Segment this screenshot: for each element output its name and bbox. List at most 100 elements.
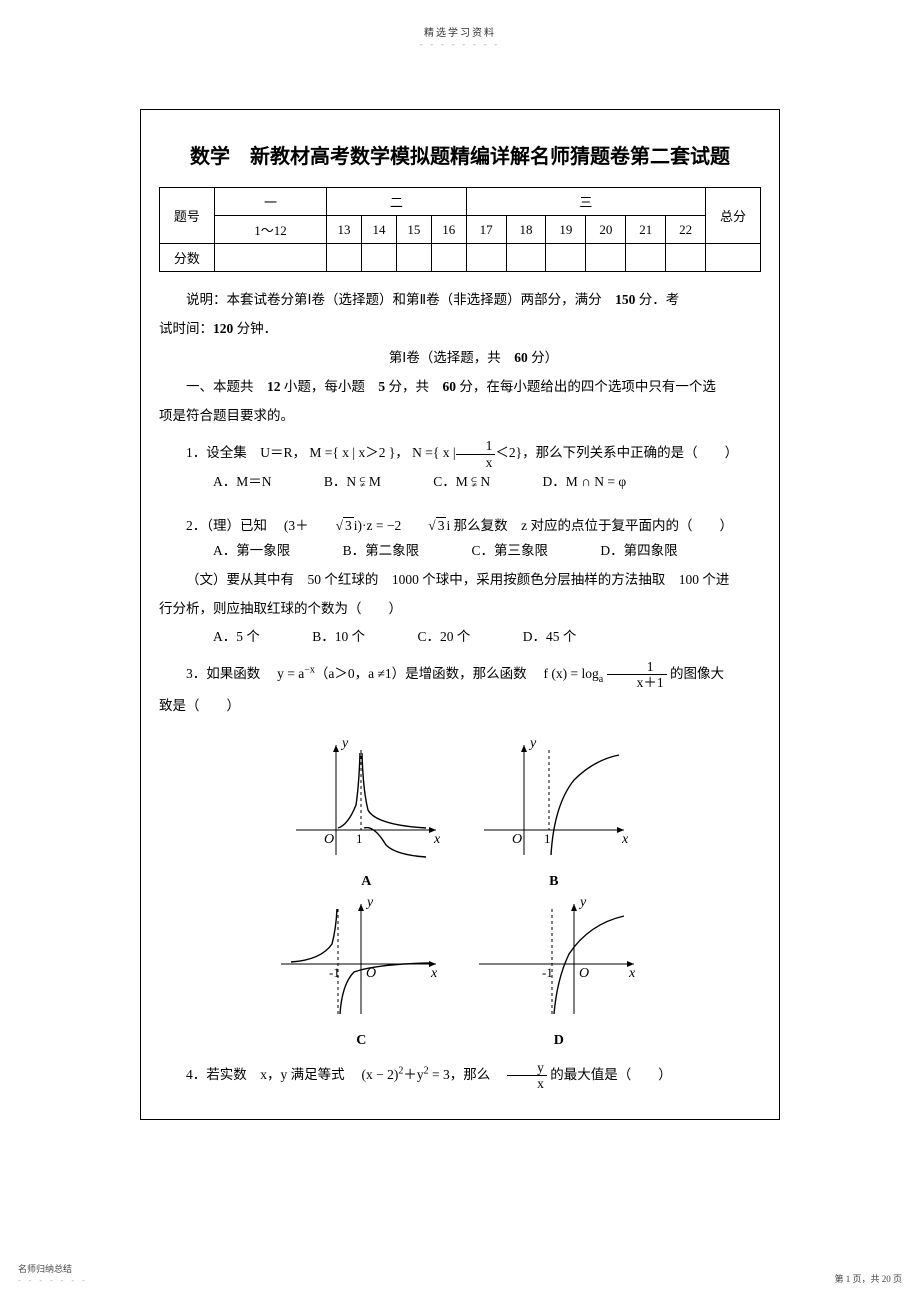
q3-graphs-row2: O x y -1 O x y -1 bbox=[159, 890, 761, 1033]
q3-graphs: O x y 1 O x y 1 A B bbox=[159, 731, 761, 1049]
q3-stem-2: 致是（ ） bbox=[159, 692, 761, 719]
sec1e: 分，共 bbox=[389, 379, 430, 394]
q2-s2: 那么复数 z 对应的点位于复平面内的（ ） bbox=[450, 518, 733, 533]
col-21: 21 bbox=[626, 216, 666, 244]
col-19: 19 bbox=[546, 216, 586, 244]
q3-s3: 的图像大 bbox=[670, 666, 724, 681]
q1-N2: ＜2} bbox=[495, 445, 522, 460]
graph-C: O x y -1 bbox=[276, 894, 446, 1024]
q4-num: 4． bbox=[186, 1067, 206, 1082]
q2-wen-line2: 行分析，则应抽取红球的个数为（ ） bbox=[159, 595, 761, 622]
sec1a: 一、本题共 bbox=[186, 379, 254, 394]
label-D: D bbox=[474, 1033, 644, 1049]
sec1c: 小题，每小题 bbox=[284, 379, 365, 394]
blank bbox=[396, 244, 431, 272]
svg-text:x: x bbox=[628, 966, 636, 981]
intro-1c: 分．考 bbox=[639, 292, 680, 307]
sec1b: 12 bbox=[267, 379, 281, 394]
graph-B: O x y 1 bbox=[474, 735, 634, 865]
sec1d: 5 bbox=[378, 379, 385, 394]
svg-text:y: y bbox=[340, 736, 349, 751]
footer-dots: - - - - - - - bbox=[18, 1276, 88, 1285]
blank bbox=[546, 244, 586, 272]
svg-text:O: O bbox=[324, 832, 334, 847]
col-20: 20 bbox=[586, 216, 626, 244]
intro-2c: 分钟． bbox=[237, 321, 278, 336]
q1-optD: D．M ∩ N = φ bbox=[516, 469, 627, 495]
svg-text:y: y bbox=[528, 736, 537, 751]
q1-optC: C．M ⫋ N bbox=[406, 469, 490, 495]
q4-eq: = 3 bbox=[429, 1067, 450, 1082]
q2-tag: （理）已知 bbox=[206, 518, 280, 533]
q2-wen-options: A．5 个 B．10 个 C．20 个 D．45 个 bbox=[159, 624, 761, 650]
col-16: 16 bbox=[431, 216, 466, 244]
q2-li-options: A．第一象限 B．第二象限 C．第三象限 D．第四象限 bbox=[159, 538, 761, 564]
q1-s3: ，那么下列关系中正确的是（ ） bbox=[522, 445, 738, 460]
q4-stem: 4．若实数 x，y 满足等式 (x − 2)2＋y2 = 3，那么 yx 的最大… bbox=[159, 1061, 761, 1091]
q2i-optD: D．第四象限 bbox=[573, 538, 677, 564]
graph-D: O x y -1 bbox=[474, 894, 644, 1024]
sec1f: 60 bbox=[443, 379, 457, 394]
col-17: 17 bbox=[466, 216, 506, 244]
q3-frac-den: x＋1 bbox=[607, 675, 667, 690]
footer-left-text: 名师归纳总结 bbox=[18, 1264, 72, 1274]
header-watermark: 精选学习资料 bbox=[0, 24, 920, 39]
q2-num: 2． bbox=[186, 518, 206, 533]
q3-y: y = a bbox=[277, 666, 304, 681]
label-B: B bbox=[474, 874, 634, 890]
q4-frac-den: x bbox=[507, 1076, 547, 1091]
q2w-optD: D．45 个 bbox=[496, 624, 577, 650]
intro-1b: 150 bbox=[615, 292, 635, 307]
q2i-optA: A．第一象限 bbox=[186, 538, 290, 564]
q3-s1: 如果函数 bbox=[206, 666, 274, 681]
blank bbox=[327, 244, 362, 272]
q3-f1: f (x) = log bbox=[544, 666, 599, 681]
intro-line-2: 试时间：120 分钟． bbox=[159, 315, 761, 342]
svg-text:1: 1 bbox=[356, 831, 363, 846]
graph-A: O x y 1 bbox=[286, 735, 446, 865]
intro-1a: 说明：本套试卷分第Ⅰ卷（选择题）和第Ⅱ卷（非选择题）两部分，满分 bbox=[186, 292, 602, 307]
q3-logsub: a bbox=[599, 673, 603, 684]
q4-frac-num: y bbox=[507, 1061, 547, 1077]
q1-s1: 设全集 U＝R， bbox=[206, 445, 306, 460]
blank bbox=[626, 244, 666, 272]
label-A: A bbox=[286, 874, 446, 890]
q2-sqrt1: √3 bbox=[309, 513, 354, 539]
part1-heading: 第Ⅰ卷（选择题，共 60 分） bbox=[159, 344, 761, 371]
section-1-intro: 一、本题共 12 小题，每小题 5 分，共 60 分，在每小题给出的四个选项中只… bbox=[159, 373, 761, 400]
footer-right: 第 1 页，共 20 页 bbox=[834, 1272, 902, 1285]
blank bbox=[214, 244, 326, 272]
blank bbox=[466, 244, 506, 272]
row-label-num: 题号 bbox=[160, 188, 215, 244]
col-13: 13 bbox=[327, 216, 362, 244]
q4-s2: ，那么 bbox=[450, 1067, 504, 1082]
svg-text:x: x bbox=[621, 832, 629, 847]
svg-text:x: x bbox=[433, 832, 441, 847]
total-label: 总分 bbox=[706, 188, 761, 244]
q2i-optB: B．第二象限 bbox=[316, 538, 420, 564]
q1-optA: A．M＝N bbox=[186, 469, 272, 495]
q2i-optC: C．第三象限 bbox=[445, 538, 549, 564]
svg-text:x: x bbox=[430, 966, 438, 981]
svg-text:O: O bbox=[512, 832, 522, 847]
q3-frac-num: 1 bbox=[607, 660, 667, 676]
q2w-optB: B．10 个 bbox=[285, 624, 365, 650]
intro-2a: 试时间： bbox=[159, 321, 213, 336]
label-C: C bbox=[276, 1033, 446, 1049]
q4-plus: ＋y bbox=[403, 1067, 423, 1082]
col-14: 14 bbox=[361, 216, 396, 244]
q1-frac-num: 1 bbox=[456, 439, 496, 455]
q1-s2: ， bbox=[395, 445, 409, 460]
q3-exp: −x bbox=[304, 664, 315, 675]
section-1-head: 一 bbox=[214, 188, 326, 216]
col-22: 22 bbox=[666, 216, 706, 244]
blank bbox=[666, 244, 706, 272]
sec1g: 分，在每小题给出的四个选项中只有一个选 bbox=[459, 379, 716, 394]
q2-sqrt2-rad: 3 bbox=[436, 517, 447, 533]
q1-N1: N ={ x | bbox=[412, 445, 455, 460]
row-label-score: 分数 bbox=[160, 244, 215, 272]
svg-text:-1: -1 bbox=[542, 965, 553, 980]
q1-options: A．M＝N B．N ⫋ M C．M ⫋ N D．M ∩ N = φ bbox=[159, 469, 761, 495]
q3-graphs-row1: O x y 1 O x y 1 bbox=[159, 731, 761, 874]
q1-optB: B．N ⫋ M bbox=[297, 469, 381, 495]
